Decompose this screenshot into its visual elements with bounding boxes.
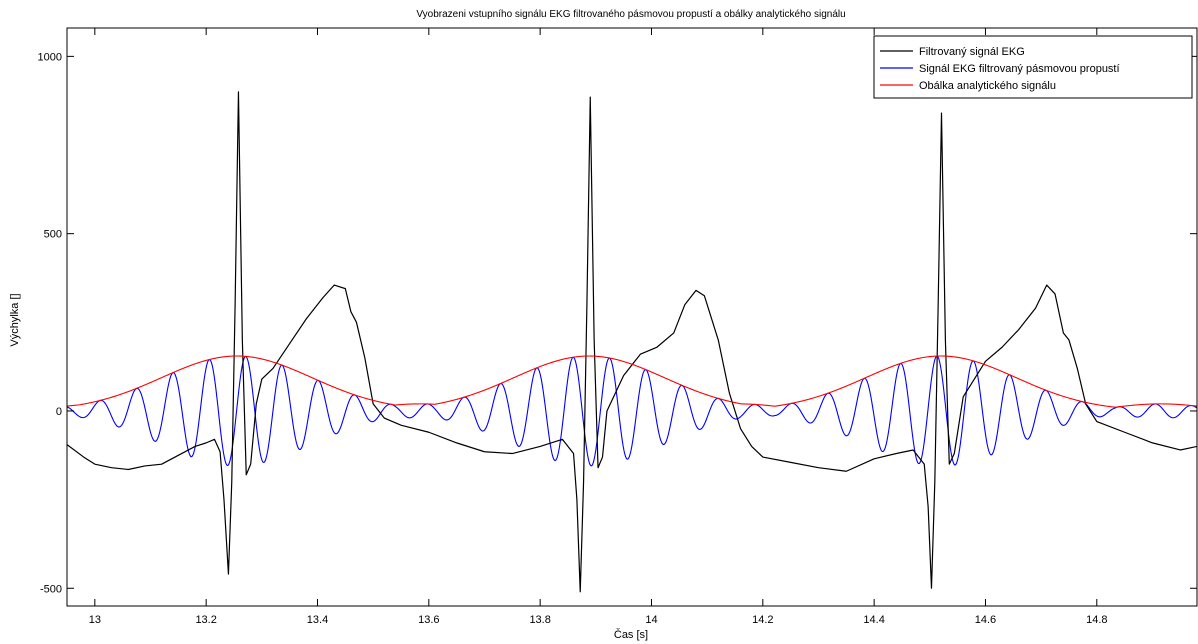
legend-label-bandpass: Signál EKG filtrovaný pásmovou propustí (919, 63, 1120, 75)
y-tick-label: 500 (44, 229, 62, 241)
y-axis-label: Výchylka [] (9, 293, 21, 346)
x-tick-label: 13 (89, 614, 101, 626)
series-line-envelope (67, 355, 1197, 408)
series-line-bandpass (67, 355, 1197, 467)
legend-label-envelope: Obálka analytického signálu (919, 80, 1056, 92)
series-line-ekg (67, 91, 1197, 593)
y-tick-label: 0 (56, 406, 62, 418)
legend-box (873, 35, 1193, 99)
x-tick-label: 14.6 (975, 614, 996, 626)
x-tick-label: 14.4 (863, 614, 884, 626)
y-tick-label: -500 (40, 583, 62, 595)
x-tick-label: 14 (645, 614, 657, 626)
x-tick-label: 14.8 (1086, 614, 1107, 626)
x-tick-label: 13.4 (307, 614, 328, 626)
legend: Filtrovaný signál EKG Signál EKG filtrov… (873, 35, 1193, 99)
axis-ticks: 13 13.2 13.4 13.6 13.8 14 14.2 14.4 14.6 14.8 -500… (38, 28, 1197, 626)
x-axis-label: Čas [s] (614, 628, 648, 641)
x-tick-label: 14.2 (752, 614, 773, 626)
plot-frame (66, 27, 1198, 607)
x-tick-label: 13.2 (195, 614, 216, 626)
plot-area (67, 91, 1197, 593)
y-tick-label: 1000 (38, 51, 62, 63)
x-tick-label: 13.6 (418, 614, 439, 626)
chart-title: Vyobrazeni vstupního signálu EKG filtrov… (416, 9, 845, 20)
legend-label-ekg: Filtrovaný signál EKG (919, 46, 1025, 58)
x-tick-label: 13.8 (529, 614, 550, 626)
